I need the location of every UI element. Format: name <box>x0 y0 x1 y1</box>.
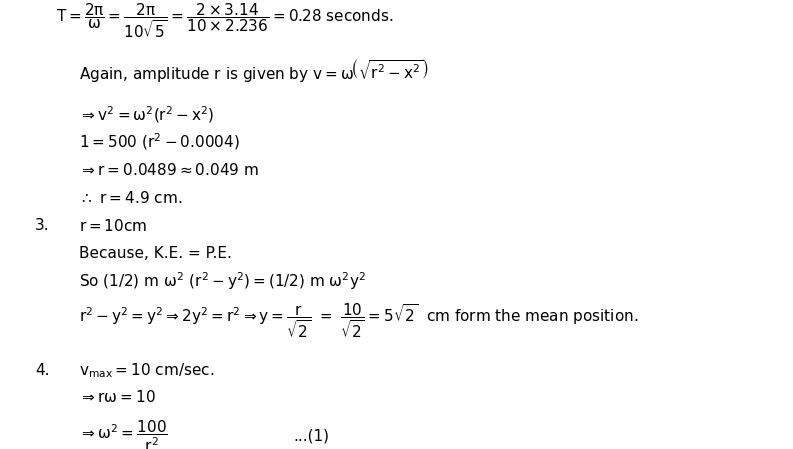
Text: Again, amplitude r is given by $\mathrm{v = \omega\!\left(\sqrt{r^2 - x^2}\right: Again, amplitude r is given by $\mathrm{… <box>79 56 429 84</box>
Text: $\Rightarrow\mathrm{\omega^2 = \dfrac{100}{r^2}}$: $\Rightarrow\mathrm{\omega^2 = \dfrac{10… <box>79 418 168 449</box>
Text: $\mathrm{T = \dfrac{2\pi}{\omega} = \dfrac{2\pi}{10\sqrt{5}} = \dfrac{2 \times 3: $\mathrm{T = \dfrac{2\pi}{\omega} = \dfr… <box>56 1 393 40</box>
Text: $\mathrm{1 = 500\ (r^2 - 0.0004)}$: $\mathrm{1 = 500\ (r^2 - 0.0004)}$ <box>79 131 240 152</box>
Text: $\mathrm{r = 10cm}$: $\mathrm{r = 10cm}$ <box>79 218 147 234</box>
Text: $\Rightarrow\mathrm{v^2 = \omega^2(r^2 - x^2)}$: $\Rightarrow\mathrm{v^2 = \omega^2(r^2 -… <box>79 104 215 125</box>
Text: $\Rightarrow\mathrm{r = 0.0489 \approx 0.049\ m}$: $\Rightarrow\mathrm{r = 0.0489 \approx 0… <box>79 162 259 178</box>
Text: Because, K.E. = P.E.: Because, K.E. = P.E. <box>79 246 232 261</box>
Text: $\Rightarrow\mathrm{r\omega = 10}$: $\Rightarrow\mathrm{r\omega = 10}$ <box>79 389 156 405</box>
Text: $\mathrm{r^2 - y^2 = y^2 \Rightarrow 2y^2 = r^2 \Rightarrow y = \dfrac{r}{\sqrt{: $\mathrm{r^2 - y^2 = y^2 \Rightarrow 2y^… <box>79 302 638 340</box>
Text: $\mathrm{So\ (1/2)\ m\ \omega^2\ (r^2 - y^2) = (1/2)\ m\ \omega^2 y^2}$: $\mathrm{So\ (1/2)\ m\ \omega^2\ (r^2 - … <box>79 271 366 292</box>
Text: 4.: 4. <box>35 363 49 378</box>
Text: $\mathrm{v_{max} = 10\ cm/sec.}$: $\mathrm{v_{max} = 10\ cm/sec.}$ <box>79 361 215 380</box>
Text: $\therefore\ \mathrm{r = 4.9\ cm.}$: $\therefore\ \mathrm{r = 4.9\ cm.}$ <box>79 189 182 206</box>
Text: 3.: 3. <box>35 218 49 233</box>
Text: ...(1): ...(1) <box>293 429 329 444</box>
